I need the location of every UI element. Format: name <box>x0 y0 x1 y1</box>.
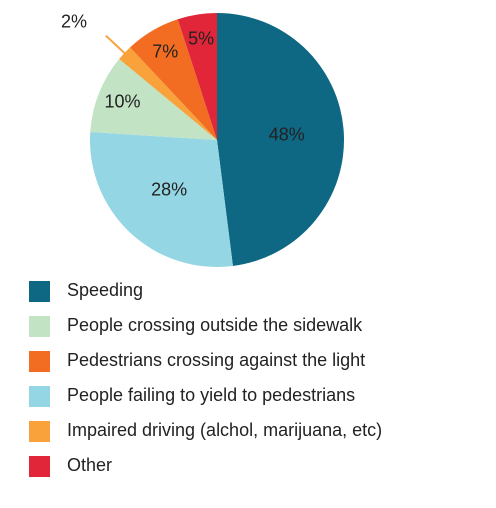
data-label: 28% <box>151 180 187 200</box>
legend-label: Pedestrians crossing against the light <box>67 350 365 370</box>
legend-label: Other <box>67 455 112 475</box>
legend-swatch <box>29 281 50 302</box>
legend-swatch <box>29 386 50 407</box>
pie-slice <box>90 59 217 141</box>
data-label: 5% <box>188 28 214 48</box>
pie-slice <box>89 132 233 267</box>
legend-swatch <box>29 351 50 372</box>
data-label: 2% <box>61 11 87 31</box>
legend-swatch <box>29 421 50 442</box>
pie-slice <box>119 47 217 140</box>
legend-label: Impaired driving (alchol, marijuana, etc… <box>67 420 382 440</box>
pie-slice <box>177 13 217 140</box>
legend-swatch <box>29 316 50 337</box>
data-label: 48% <box>269 124 305 144</box>
leader-line <box>105 34 130 59</box>
legend-label: People crossing outside the sidewalk <box>67 315 363 335</box>
legend-label: People failing to yield to pedestrians <box>67 385 355 405</box>
data-label: 7% <box>152 41 178 61</box>
data-label: 10% <box>105 91 141 111</box>
pie-slice <box>217 13 345 266</box>
pie-slice <box>130 19 217 141</box>
legend-swatch <box>29 456 50 477</box>
legend-label: Speeding <box>67 280 143 300</box>
